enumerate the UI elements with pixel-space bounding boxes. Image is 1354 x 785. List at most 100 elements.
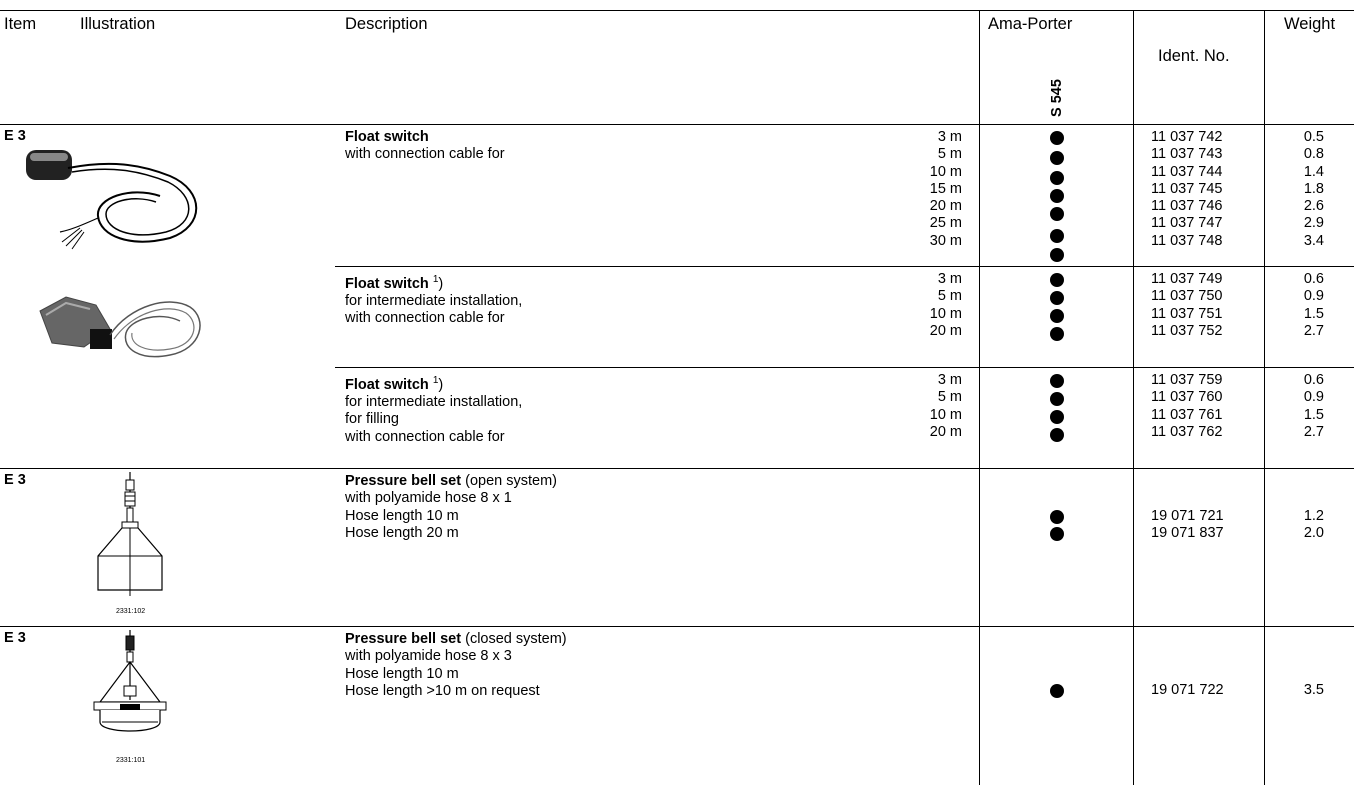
availability-dot [1050, 151, 1064, 165]
row2-desc: Float switch 1) for intermediate install… [345, 271, 522, 328]
weight-value: 0.9 [1303, 288, 1324, 305]
availability-dot [1050, 273, 1064, 287]
row5-desc: Pressure bell set (closed system) with p… [345, 631, 567, 700]
length-value: 3 m [937, 271, 962, 287]
ident-number: 11 037 752 [1151, 322, 1223, 339]
row3-idents: 11 037 759 11 037 760 11 037 761 11 037 … [1151, 372, 1223, 441]
weight-value: 1.4 [1303, 163, 1324, 180]
availability-dot [1050, 527, 1064, 541]
availability-dot [1050, 248, 1064, 262]
availability-dot [1050, 684, 1064, 698]
availability-dot [1050, 171, 1064, 185]
figure-code: 2331:101 [116, 757, 146, 764]
row2-weights: 0.6 0.9 1.5 2.7 [1280, 271, 1324, 340]
length-value: 25 m [929, 215, 962, 232]
availability-dot [1050, 229, 1064, 243]
row4-weights: 1.2 2.0 [1280, 508, 1324, 543]
row4-title-suffix: (open system) [465, 473, 557, 489]
row1-weights: 0.5 0.8 1.4 1.8 2.6 2.9 3.4 [1280, 129, 1324, 250]
row5-title-line: Pressure bell set (closed system) [345, 631, 567, 648]
length-value: 5 m [937, 146, 962, 163]
ident-number: 11 037 762 [1151, 423, 1223, 440]
ident-number: 11 037 760 [1151, 389, 1223, 406]
row4-title: Pressure bell set [345, 473, 462, 489]
row1-desc: Float switch with connection cable for [345, 129, 505, 164]
weight-value: 0.9 [1303, 389, 1324, 406]
length-value: 5 m [937, 389, 962, 406]
row4-desc: Pressure bell set (open system) with pol… [345, 473, 557, 542]
row1-title: Float switch [345, 129, 429, 145]
row5-line: Hose length >10 m on request [345, 682, 540, 699]
availability-dot [1050, 510, 1064, 524]
weight-value: 2.6 [1303, 198, 1324, 215]
row4-title-line: Pressure bell set (open system) [345, 473, 557, 490]
ident-number: 11 037 745 [1151, 180, 1223, 197]
availability-dot [1050, 327, 1064, 341]
length-value: 3 m [937, 372, 962, 388]
float-switch-intermediate-illustration [39, 296, 201, 358]
availability-dot [1050, 207, 1064, 221]
header-weight: Weight [1284, 15, 1336, 33]
footnote-mark: 1 [432, 375, 439, 386]
ident-number: 11 037 742 [1151, 129, 1223, 145]
row3-title-line: Float switch 1) [345, 375, 444, 393]
weight-value: 2.9 [1303, 215, 1324, 232]
row5-line: Hose length 10 m [345, 665, 459, 682]
row1-line: with connection cable for [345, 146, 505, 163]
ident-number: 11 037 759 [1151, 372, 1223, 388]
ident-number: 19 071 721 [1151, 508, 1224, 524]
row2-lengths: 3 m 5 m 10 m 20 m [900, 271, 962, 340]
availability-dot [1050, 291, 1064, 305]
ident-number: 11 037 746 [1151, 198, 1223, 215]
row1-idents: 11 037 742 11 037 743 11 037 744 11 037 … [1151, 129, 1223, 250]
availability-dot [1050, 189, 1064, 203]
length-value: 5 m [937, 288, 962, 305]
availability-dot [1050, 374, 1064, 388]
row2-line: for intermediate installation, [345, 293, 523, 310]
availability-dot [1050, 309, 1064, 323]
availability-dot [1050, 428, 1064, 442]
row5-title-suffix: (closed system) [465, 631, 567, 647]
weight-value: 2.7 [1303, 423, 1324, 440]
length-value: 10 m [929, 305, 962, 322]
row5-idents: 19 071 722 [1151, 682, 1224, 699]
row2-line: with connection cable for [345, 310, 505, 327]
ident-number: 11 037 744 [1151, 163, 1223, 180]
ident-number: 11 037 751 [1151, 305, 1223, 322]
weight-value: 0.6 [1303, 271, 1324, 287]
weight-value: 0.5 [1303, 129, 1324, 145]
col-line-weight [1264, 10, 1265, 785]
header-ident: Ident. No. [1158, 47, 1230, 65]
row4-rule [0, 626, 1354, 627]
length-value: 20 m [929, 322, 962, 339]
weight-value: 1.5 [1303, 406, 1324, 423]
row3-line: for filling [345, 411, 399, 428]
item-code: E 3 [4, 630, 26, 646]
weight-value: 3.4 [1303, 232, 1324, 249]
row3-line: for intermediate installation, [345, 394, 523, 411]
header-rule [0, 124, 1354, 125]
availability-dot [1050, 410, 1064, 424]
row2-idents: 11 037 749 11 037 750 11 037 751 11 037 … [1151, 271, 1223, 340]
availability-dot [1050, 392, 1064, 406]
row5-title: Pressure bell set [345, 631, 462, 647]
weight-value: 2.0 [1303, 525, 1324, 542]
row5-line: with polyamide hose 8 x 3 [345, 648, 512, 665]
row3-lengths: 3 m 5 m 10 m 20 m [900, 372, 962, 441]
figure-code: 2331:102 [116, 608, 146, 615]
item-code: E 3 [4, 472, 26, 488]
ident-number: 11 037 743 [1151, 146, 1223, 163]
row2-title: Float switch [345, 275, 429, 292]
availability-dot [1050, 131, 1064, 145]
header-description: Description [345, 15, 428, 33]
col-line-ident [1133, 10, 1134, 785]
row5-weights: 3.5 [1280, 682, 1324, 699]
ident-number: 19 071 722 [1151, 682, 1224, 698]
pressure-bell-closed-illustration [93, 630, 167, 732]
header-illustration: Illustration [80, 15, 156, 33]
header-ama-porter: Ama-Porter [988, 15, 1073, 33]
row4-line: with polyamide hose 8 x 1 [345, 490, 512, 507]
length-value: 20 m [929, 423, 962, 440]
footnote-mark: 1 [432, 274, 439, 285]
header-item: Item [4, 15, 37, 33]
